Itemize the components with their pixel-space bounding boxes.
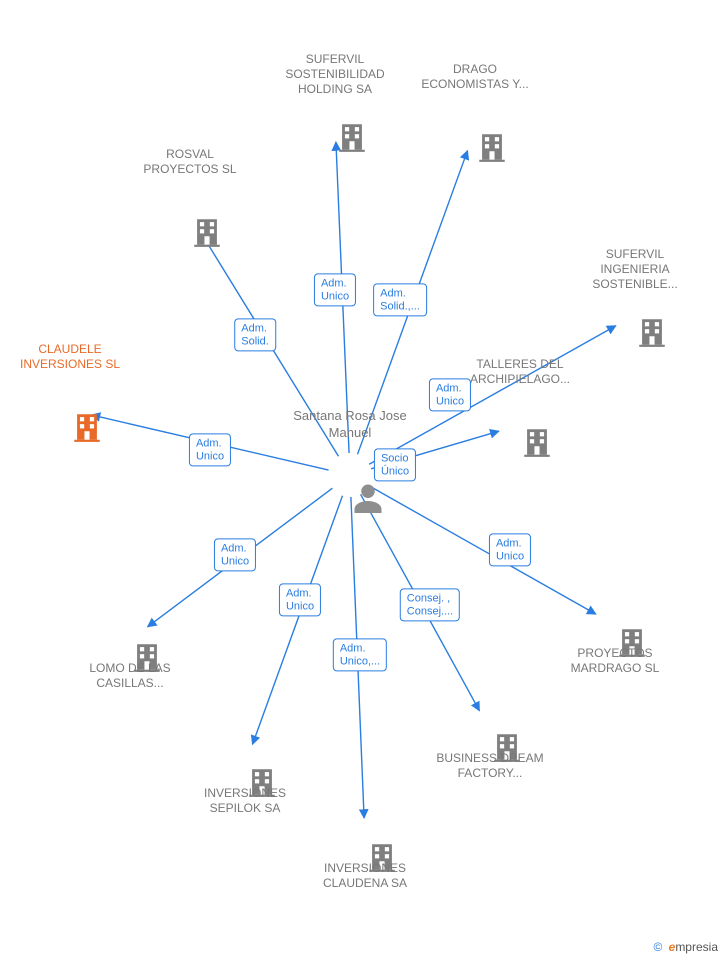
node-label-sepilok: INVERSIONES SEPILOK SA <box>190 786 300 816</box>
edge-label-sepilok: Adm. Unico <box>279 583 321 616</box>
node-label-rosval: ROSVAL PROYECTOS SL <box>135 147 245 177</box>
node-label-claudele: CLAUDELE INVERSIONES SL <box>15 342 125 372</box>
edge-label-claudele: Adm. Unico <box>189 433 231 466</box>
node-label-sufervil_ing: SUFERVIL INGENIERIA SOSTENIBLE... <box>580 247 690 292</box>
node-label-lomo: LOMO DE LAS CASILLAS... <box>75 661 185 691</box>
edge-label-lomo: Adm. Unico <box>214 538 256 571</box>
edge-label-claudena: Adm. Unico,... <box>333 638 387 671</box>
copyright-symbol: © <box>653 940 662 954</box>
edge-label-socio-unico: Socio Único <box>374 448 416 481</box>
node-label-sufervil_holding: SUFERVIL SOSTENIBILIDAD HOLDING SA <box>280 52 390 97</box>
edge-label-drago: Adm. Solid.,... <box>373 283 427 316</box>
edge-label-mardrago: Adm. Unico <box>489 533 531 566</box>
node-label-mardrago: PROYECTOS MARDRAGO SL <box>560 646 670 676</box>
brand-rest: mpresia <box>675 940 718 954</box>
edge-line-sufervil_ing <box>369 326 616 464</box>
edge-line-sepilok <box>252 496 342 745</box>
node-label-drago: DRAGO ECONOMISTAS Y... <box>420 62 530 92</box>
edge-label-rosval: Adm. Solid. <box>234 318 276 351</box>
edge-label-business_dream: Consej. , Consej.... <box>400 588 460 621</box>
node-label-claudena: INVERSIONES CLAUDENA SA <box>310 861 420 891</box>
edge-label-sufervil_holding: Adm. Unico <box>314 273 356 306</box>
node-label-business_dream: BUSINESS DREAM FACTORY... <box>435 751 545 781</box>
edge-label-talleres: Adm. Unico <box>429 378 471 411</box>
node-label-talleres: TALLERES DEL ARCHIPIELAGO... <box>465 357 575 387</box>
copyright: © empresia <box>653 940 718 954</box>
center-person-label: Santana Rosa Jose Manuel <box>290 408 410 442</box>
